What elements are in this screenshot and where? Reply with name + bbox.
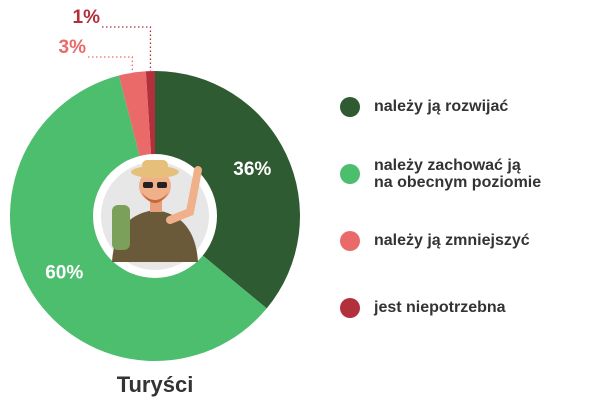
legend-swatch	[340, 298, 360, 318]
legend-label: należy ją zmniejszyć	[374, 232, 542, 249]
legend-item: należy ją zmniejszyć	[340, 207, 590, 274]
data-label: 3%	[59, 37, 87, 58]
page: {"chart_data": {"type": "pie", "title": …	[0, 0, 594, 406]
legend: należy ją rozwijać należy zachować ją na …	[340, 73, 590, 341]
data-label: 60%	[45, 263, 83, 284]
legend-item: jest niepotrzebna	[340, 274, 590, 341]
legend-item: należy ją rozwijać	[340, 73, 590, 140]
legend-item: należy zachować ją na obecnym poziomie	[340, 140, 590, 207]
legend-swatch	[340, 231, 360, 251]
chart-title: Turyści	[55, 372, 255, 398]
leader-line	[102, 27, 150, 71]
legend-label: należy ją rozwijać	[374, 98, 542, 115]
leader-line	[88, 57, 132, 73]
legend-label: należy zachować ją na obecnym poziomie	[374, 157, 542, 191]
legend-label: jest niepotrzebna	[374, 299, 542, 316]
legend-swatch	[340, 164, 360, 184]
legend-swatch	[340, 97, 360, 117]
data-label: 36%	[233, 159, 271, 180]
data-label: 1%	[73, 7, 101, 28]
